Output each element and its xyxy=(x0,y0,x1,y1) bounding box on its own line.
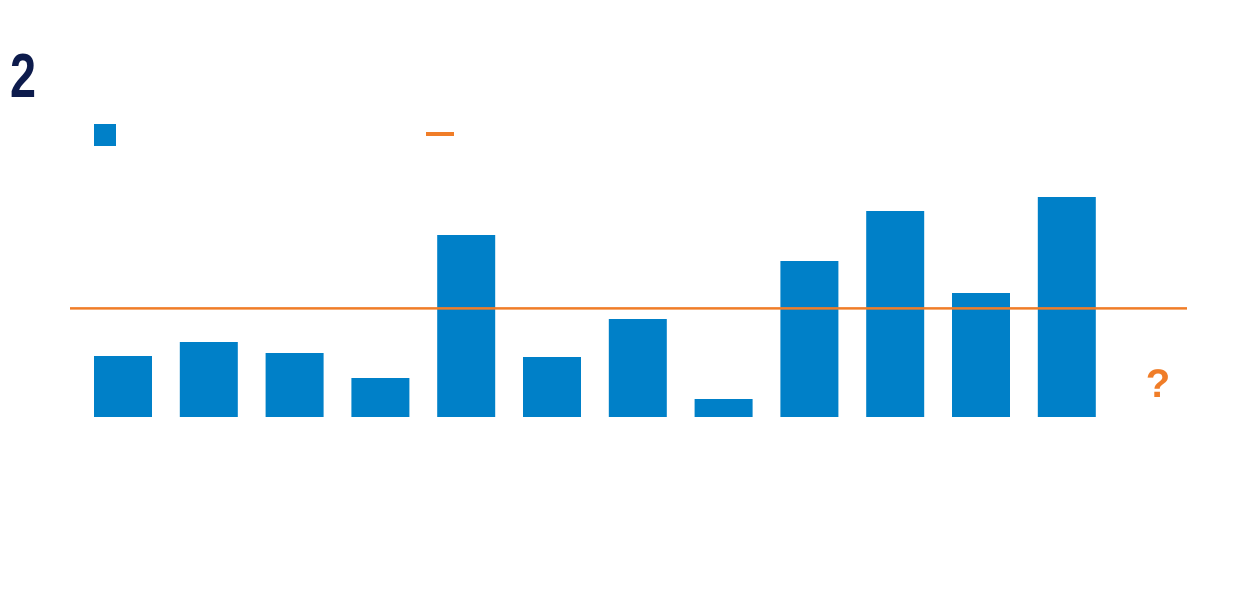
bar xyxy=(351,378,410,417)
bar xyxy=(866,211,925,417)
bar xyxy=(1037,197,1096,417)
bar xyxy=(179,342,238,417)
bar xyxy=(780,261,839,417)
bar xyxy=(94,356,152,417)
chart-title: 2 xyxy=(10,42,36,111)
bar xyxy=(694,399,753,417)
bar xyxy=(523,357,581,417)
bar xyxy=(265,353,324,417)
legend-line xyxy=(426,132,454,136)
bar xyxy=(437,235,496,417)
legend-swatch xyxy=(94,124,116,146)
bar xyxy=(608,319,667,417)
bar xyxy=(952,293,1010,417)
annotation: ? xyxy=(1146,362,1170,406)
